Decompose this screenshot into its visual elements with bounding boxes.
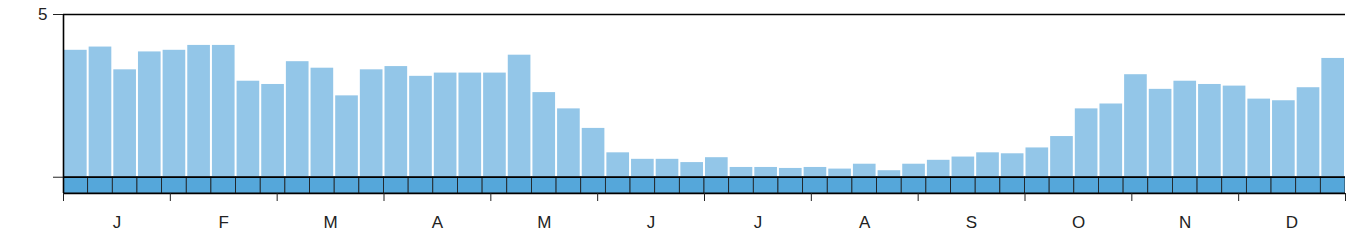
svg-text:J: J — [113, 213, 122, 232]
svg-text:A: A — [432, 213, 444, 232]
svg-text:M: M — [323, 213, 337, 232]
svg-text:J: J — [647, 213, 656, 232]
svg-text:D: D — [1286, 213, 1298, 232]
svg-text:5: 5 — [38, 5, 47, 24]
svg-text:J: J — [754, 213, 763, 232]
svg-text:O: O — [1072, 213, 1085, 232]
svg-text:N: N — [1179, 213, 1191, 232]
svg-text:A: A — [859, 213, 871, 232]
svg-text:S: S — [966, 213, 977, 232]
svg-text:F: F — [219, 213, 229, 232]
svg-text:M: M — [537, 213, 551, 232]
